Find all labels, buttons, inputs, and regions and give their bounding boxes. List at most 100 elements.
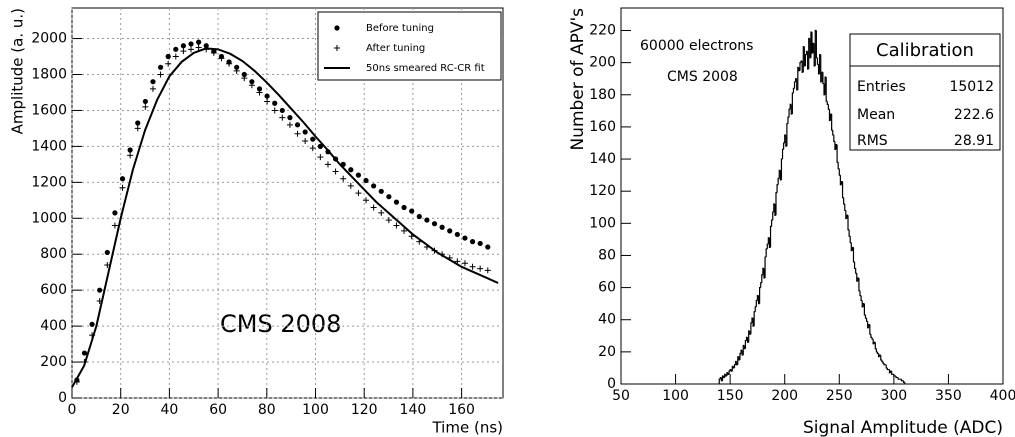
annotation: 60000 electrons xyxy=(640,38,753,54)
histogram-bin xyxy=(739,352,742,360)
data-point xyxy=(233,67,240,74)
data-point xyxy=(111,222,118,229)
histogram-bin xyxy=(787,116,790,124)
histogram-bin xyxy=(891,371,893,375)
histogram-bin xyxy=(831,114,833,131)
histogram-bin xyxy=(732,366,735,369)
histogram-bin xyxy=(814,29,817,66)
histogram-bin xyxy=(735,360,737,365)
data-point xyxy=(370,204,377,211)
data-point xyxy=(347,182,354,189)
histogram-bin xyxy=(804,53,807,66)
data-point xyxy=(348,167,354,173)
data-point xyxy=(317,143,323,149)
data-point xyxy=(355,190,362,197)
data-point xyxy=(180,43,187,49)
histogram-bin xyxy=(859,290,862,297)
data-point xyxy=(324,161,331,168)
histogram-bin xyxy=(834,141,837,151)
stats-label: Mean xyxy=(857,107,895,123)
data-point xyxy=(355,172,362,178)
data-point xyxy=(210,49,217,56)
histogram-bin xyxy=(832,130,834,136)
data-point xyxy=(469,239,476,245)
data-point xyxy=(461,260,468,267)
histogram-bin xyxy=(799,62,802,71)
legend: Before tuning After tuning 50ns smeared RC… xyxy=(317,11,502,81)
x-tick-label: 350 xyxy=(935,388,962,404)
histogram-bin xyxy=(786,123,788,147)
histogram-bin xyxy=(880,355,882,361)
data-point xyxy=(89,321,95,327)
y-tick-label: 60 xyxy=(598,280,616,296)
data-point xyxy=(180,48,187,55)
data-point xyxy=(172,53,179,60)
data-point xyxy=(279,107,285,114)
data-point xyxy=(363,197,370,204)
histogram-bin xyxy=(833,134,835,142)
y-tick-label: 220 xyxy=(589,22,616,38)
data-point xyxy=(363,177,369,184)
histogram-bin xyxy=(867,321,869,329)
data-point xyxy=(97,287,103,293)
histogram-bin xyxy=(727,372,730,375)
histogram-bin xyxy=(845,210,847,220)
y-tick-label: 1600 xyxy=(31,102,67,118)
x-tick-label: 160 xyxy=(448,402,475,418)
stats-label: RMS xyxy=(857,133,888,149)
histogram-bin xyxy=(844,204,846,212)
stats-value: 15012 xyxy=(949,79,994,95)
data-point xyxy=(264,93,270,99)
histogram-bin xyxy=(763,268,766,279)
histogram-bin xyxy=(824,76,827,95)
data-point xyxy=(142,103,149,110)
histogram-bin xyxy=(783,142,785,150)
data-point xyxy=(188,41,194,47)
x-tick-label: 100 xyxy=(302,402,329,418)
histogram-bin xyxy=(800,60,803,63)
data-point xyxy=(127,152,134,159)
data-point xyxy=(203,43,209,49)
legend-marker xyxy=(334,25,340,31)
data-point xyxy=(454,231,460,238)
x-tick-label: 120 xyxy=(351,402,378,418)
data-point xyxy=(272,100,278,106)
histogram-bin xyxy=(876,351,879,355)
histogram-bin xyxy=(718,378,721,384)
y-tick-label: 160 xyxy=(589,119,616,135)
histogram-bin xyxy=(826,101,829,106)
annotation: CMS 2008 xyxy=(667,69,738,85)
histogram-bin xyxy=(843,197,845,205)
histogram-bin xyxy=(802,45,805,73)
histogram-bin xyxy=(741,350,744,356)
histogram-bin xyxy=(886,367,889,371)
histogram-bin xyxy=(849,236,852,244)
y-tick-label: 1200 xyxy=(31,174,67,190)
histogram-bin xyxy=(881,359,883,363)
histogram-bin xyxy=(869,324,871,335)
legend-label: Before tuning xyxy=(366,23,434,34)
histogram-bin xyxy=(776,184,779,193)
data-point xyxy=(462,235,468,241)
data-point xyxy=(302,129,308,135)
histogram-bin xyxy=(743,345,746,350)
data-point xyxy=(447,228,453,234)
x-tick-label: 50 xyxy=(612,388,630,404)
x-axis-label: Signal Amplitude (ADC) xyxy=(803,418,1003,437)
x-tick-label: 40 xyxy=(160,402,178,418)
histogram-bin xyxy=(733,364,736,368)
histogram-bin xyxy=(836,144,839,163)
histogram-bin xyxy=(858,277,861,292)
data-point xyxy=(196,39,202,45)
histogram-bin xyxy=(809,38,811,59)
x-tick-label: 150 xyxy=(717,388,744,404)
y-tick-label: 2000 xyxy=(31,31,67,47)
histogram-bin xyxy=(875,348,878,353)
x-axis-label: Time (ns) xyxy=(431,419,503,437)
histogram-bin xyxy=(870,334,873,339)
x-tick-label: 200 xyxy=(771,388,798,404)
histogram-bin xyxy=(821,71,823,82)
histogram-bin xyxy=(744,340,747,349)
histogram-bin xyxy=(895,375,898,379)
